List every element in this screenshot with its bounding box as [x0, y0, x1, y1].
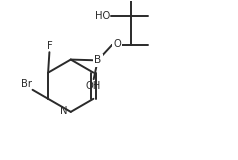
Text: F: F	[47, 41, 52, 51]
Text: N: N	[60, 106, 68, 116]
Text: B: B	[94, 55, 102, 65]
Text: HO: HO	[95, 11, 110, 21]
Text: OH: OH	[86, 81, 101, 91]
Text: Br: Br	[21, 79, 32, 89]
Text: O: O	[114, 39, 121, 49]
